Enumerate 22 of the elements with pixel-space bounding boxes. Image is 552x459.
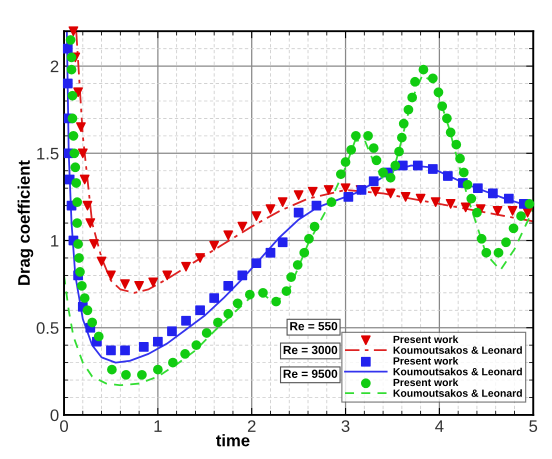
- x-tick-label: 4: [435, 420, 444, 432]
- x-tick-label: 5: [529, 420, 538, 432]
- legend-label: Koumoutsakos & Leonard: [394, 389, 522, 397]
- x-tick-label: 0: [60, 420, 68, 432]
- y-tick-label: 1.5: [37, 148, 58, 160]
- y-tick-label: 1: [51, 235, 58, 247]
- legend-label: Present work: [394, 335, 458, 344]
- x-tick-label: 1: [154, 420, 162, 432]
- legend-label: Koumoutsakos & Leonard: [394, 368, 522, 376]
- legend-label: Present work: [394, 356, 458, 365]
- x-tick-label: 3: [342, 420, 350, 432]
- y-tick-label: 2: [50, 60, 58, 72]
- y-tick-label: 0.5: [36, 322, 58, 334]
- y-axis-title: Drag coefficient: [18, 160, 34, 285]
- x-axis-title: time: [216, 434, 250, 446]
- y-tick-label: 0: [50, 409, 59, 422]
- x-tick-label: 2: [248, 420, 256, 432]
- annotation: Re = 3000: [284, 346, 338, 354]
- annotation: Re = 9500: [284, 370, 338, 378]
- legend-label: Koumoutsakos & Leonard: [394, 346, 522, 354]
- annotation: Re = 550: [290, 322, 338, 330]
- legend-label: Present work: [394, 378, 458, 386]
